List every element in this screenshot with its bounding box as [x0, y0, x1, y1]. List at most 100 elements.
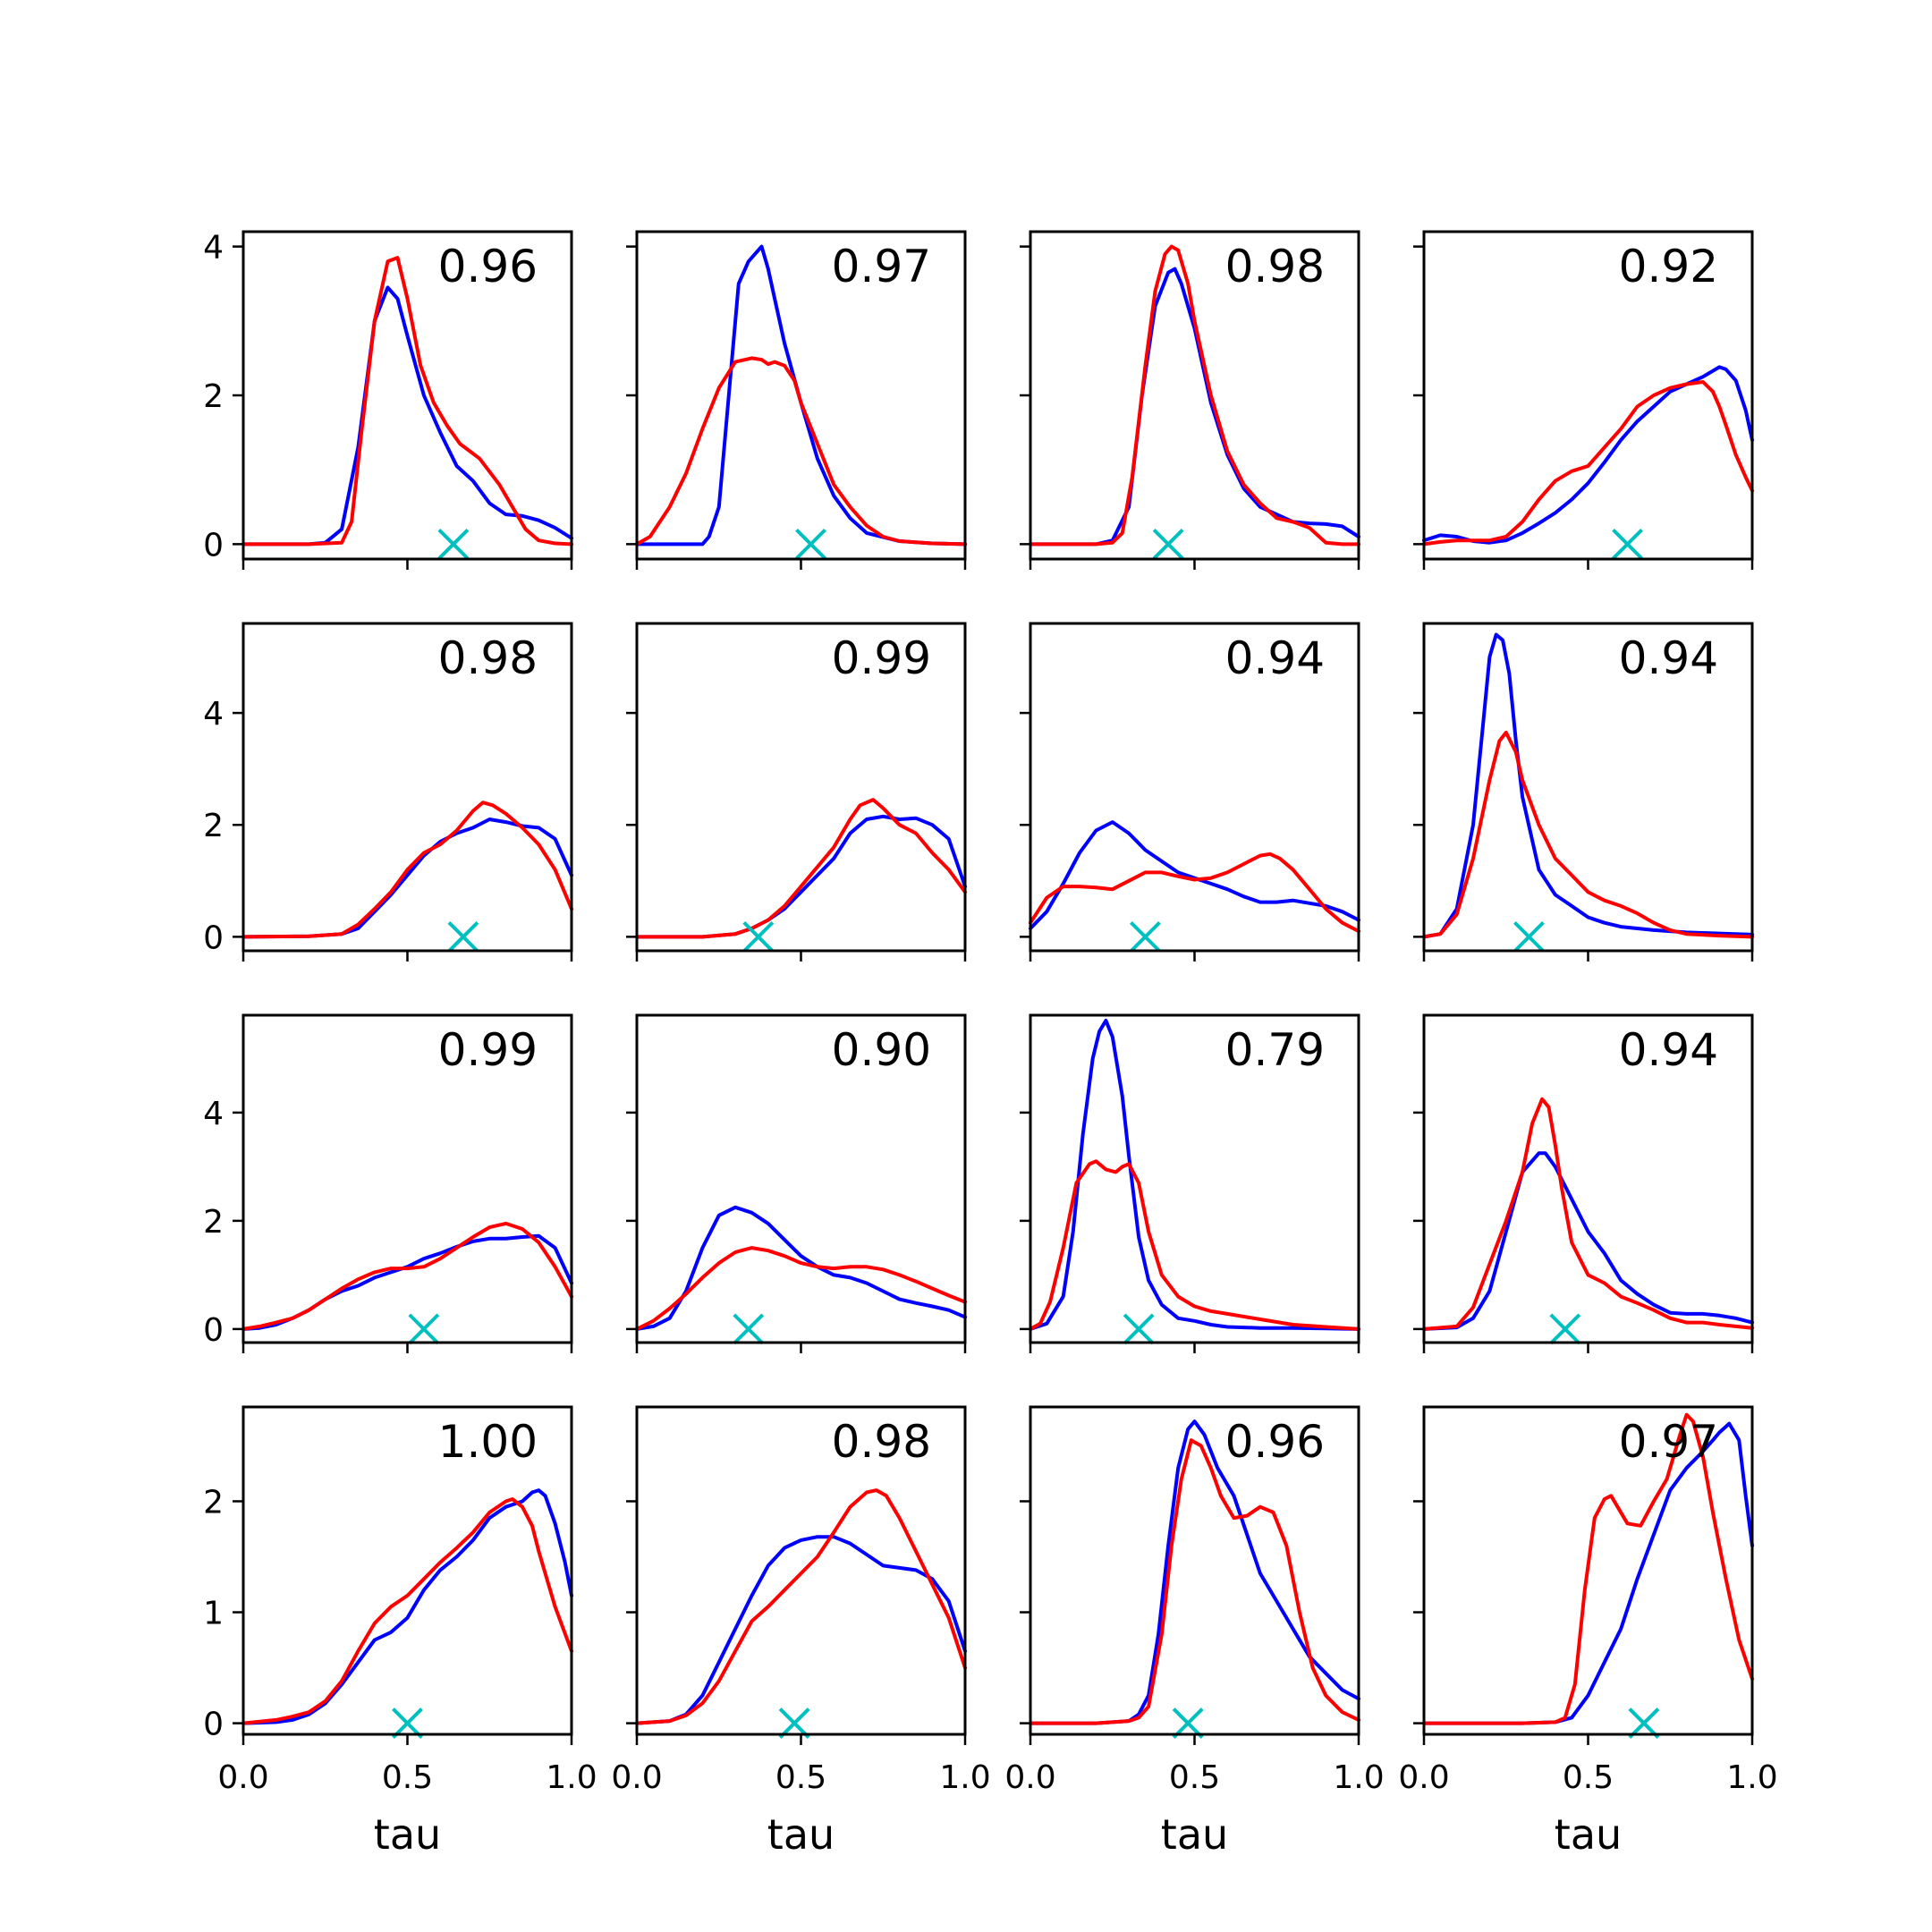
panel-annotation: 1.00: [438, 1416, 538, 1468]
panel-grid: 0 2 4 0.96 0.97 0.98 0.92 0 2 4 0.98 0.99 0.94 0.94 0 2…: [203, 230, 1778, 1859]
cross-marker-stroke: [1172, 1707, 1204, 1740]
subplot-7: 0.94: [1020, 622, 1360, 962]
series-line-red: [242, 801, 573, 939]
y-tick-label: 0: [203, 919, 224, 956]
y-tick-label: 2: [203, 808, 224, 844]
subplot-4: 0.92: [1413, 230, 1754, 570]
y-tick-label: 4: [203, 1096, 224, 1132]
cross-marker-stroke: [778, 1707, 810, 1740]
panel-annotation: 0.96: [438, 241, 538, 292]
series-line-blue: [1422, 632, 1754, 939]
series-line-blue: [635, 1535, 967, 1725]
y-tick-label: 2: [203, 1484, 224, 1521]
panel-annotation: 0.94: [1619, 632, 1718, 684]
series-line-red: [1422, 380, 1754, 547]
cross-marker: [1513, 920, 1545, 953]
x-tick-label: 1.0: [1726, 1759, 1777, 1796]
cross-marker: [1172, 1707, 1204, 1740]
cross-marker: [1612, 528, 1643, 560]
y-tick-label: 0: [203, 1707, 224, 1743]
x-tick-label: 0.5: [1563, 1759, 1614, 1796]
x-tick-label: 0.0: [217, 1759, 268, 1796]
cross-marker: [778, 1707, 810, 1740]
y-tick-label: 1: [203, 1596, 224, 1632]
cross-marker-stroke: [1130, 920, 1161, 953]
cross-marker-stroke: [1612, 528, 1643, 560]
panel-annotation: 0.99: [438, 1024, 538, 1076]
subplot-13: 0 1 2 0.0 0.5 1.0 tau 1.00: [203, 1405, 597, 1859]
series-line-red: [1029, 1438, 1360, 1725]
series-line-red: [242, 1221, 573, 1331]
y-tick-label: 4: [203, 696, 224, 733]
subplot-2: 0.97: [626, 230, 967, 570]
cross-marker: [742, 920, 775, 953]
panel-annotation: 0.92: [1619, 241, 1718, 292]
subplot-3: 0.98: [1020, 230, 1360, 570]
subplot-15: 0.0 0.5 1.0 tau 0.96: [1004, 1405, 1385, 1859]
subplot-8: 0.94: [1413, 622, 1754, 962]
series-line-red: [635, 356, 967, 547]
y-tick-label: 2: [203, 378, 224, 415]
cross-marker-stroke: [1123, 1313, 1155, 1345]
subplot-10: 0.90: [626, 1013, 967, 1353]
cross-marker: [408, 1313, 440, 1345]
subplot-5: 0 2 4 0.98: [203, 622, 573, 962]
x-axis-label: tau: [1555, 1810, 1622, 1859]
series-line-blue: [242, 1488, 573, 1725]
cross-marker: [447, 920, 479, 953]
panel-annotation: 0.97: [1619, 1416, 1718, 1468]
series-line-red: [1422, 1412, 1754, 1725]
subplot-11: 0.79: [1020, 1013, 1360, 1353]
cross-marker: [1123, 1313, 1155, 1345]
x-tick-label: 1.0: [939, 1759, 990, 1796]
cross-marker-stroke: [392, 1707, 423, 1740]
series-line-red: [635, 1488, 967, 1725]
cross-marker-stroke: [1628, 1707, 1660, 1740]
panel-annotation: 0.98: [1225, 241, 1325, 292]
series-line-red: [1422, 731, 1754, 939]
cross-marker-stroke: [795, 528, 826, 560]
subplot-1: 0 2 4 0.96: [203, 230, 573, 570]
x-tick-label: 0.5: [775, 1759, 826, 1796]
cross-marker-stroke: [1549, 1313, 1581, 1345]
x-tick-label: 0.5: [382, 1759, 433, 1796]
cross-marker: [1549, 1313, 1581, 1345]
y-tick-label: 2: [203, 1204, 224, 1241]
panel-annotation: 0.99: [832, 632, 931, 684]
cross-marker: [795, 528, 826, 560]
x-axis-label: tau: [374, 1810, 441, 1859]
series-line-red: [635, 1246, 967, 1331]
cross-marker: [733, 1313, 765, 1345]
x-tick-label: 1.0: [1333, 1759, 1384, 1796]
cross-marker: [437, 528, 470, 560]
cross-marker-stroke: [408, 1313, 440, 1345]
panel-annotation: 0.97: [832, 241, 931, 292]
x-axis-label: tau: [1161, 1810, 1228, 1859]
subplot-9: 0 2 4 0.99: [203, 1013, 573, 1353]
series-line-red: [1422, 1097, 1754, 1331]
series-line-blue: [1029, 1419, 1360, 1725]
subplot-14: 0.0 0.5 1.0 tau 0.98: [611, 1405, 991, 1859]
cross-marker: [1152, 528, 1184, 560]
cross-marker-stroke: [447, 920, 479, 953]
x-tick-label: 0.0: [611, 1759, 662, 1796]
series-line-red: [1029, 852, 1360, 934]
panel-annotation: 0.96: [1225, 1416, 1325, 1468]
y-tick-label: 0: [203, 527, 224, 564]
x-axis-label: tau: [767, 1810, 835, 1859]
panel-annotation: 0.94: [1619, 1024, 1718, 1076]
x-tick-label: 0.0: [1004, 1759, 1055, 1796]
series-line-blue: [1422, 1151, 1754, 1331]
cross-marker-stroke: [1152, 528, 1184, 560]
series-line-blue: [635, 244, 967, 547]
series-line-red: [242, 1497, 573, 1725]
subplot-16: 0.0 0.5 1.0 tau 0.97: [1398, 1405, 1778, 1859]
x-tick-label: 0.5: [1169, 1759, 1220, 1796]
cross-marker: [1628, 1707, 1660, 1740]
panel-annotation: 0.98: [438, 632, 538, 684]
panel-annotation: 0.90: [832, 1024, 931, 1076]
x-tick-label: 1.0: [546, 1759, 597, 1796]
series-line-red: [1029, 1159, 1360, 1331]
cross-marker-stroke: [733, 1313, 765, 1345]
series-line-red: [1029, 244, 1360, 547]
